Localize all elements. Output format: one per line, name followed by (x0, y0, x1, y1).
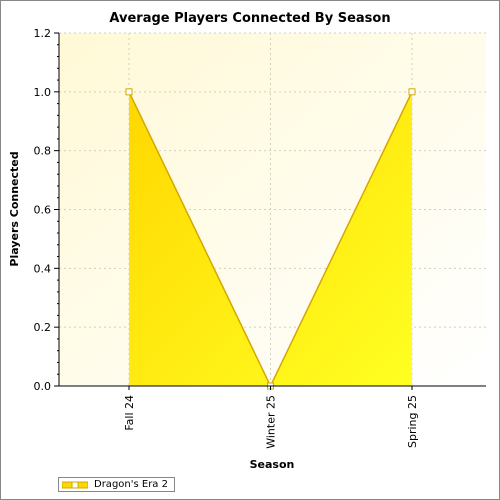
y-axis-label: Players Connected (8, 151, 21, 266)
y-tick-label: 0.4 (34, 262, 52, 275)
x-tick-label: Fall 24 (123, 395, 136, 431)
x-tick-label: Spring 25 (406, 395, 419, 448)
legend-swatch (62, 481, 88, 488)
tick-labels: 0.0 0.2 0.4 0.6 0.8 1.0 1.2 Fall 24 Winter 25 Spr… (34, 27, 420, 449)
data-point-marker (125, 88, 133, 96)
chart-title: Average Players Connected By Season (109, 11, 390, 26)
x-tick-label: Winter 25 (265, 395, 278, 449)
y-tick-label: 1.2 (34, 27, 52, 40)
legend-label: Dragon's Era 2 (94, 479, 168, 490)
axes (54, 32, 486, 390)
data-point-marker (408, 88, 416, 96)
plot-area (59, 33, 486, 386)
y-tick-label: 0.6 (34, 204, 52, 217)
legend: Dragon's Era 2 (58, 477, 175, 492)
y-tick-label: 1.0 (34, 86, 52, 99)
y-tick-label: 0.0 (34, 380, 52, 393)
x-axis-label: Season (250, 458, 295, 471)
y-tick-label: 0.8 (34, 145, 52, 158)
y-tick-label: 0.2 (34, 321, 52, 334)
area-fill (129, 91, 412, 386)
